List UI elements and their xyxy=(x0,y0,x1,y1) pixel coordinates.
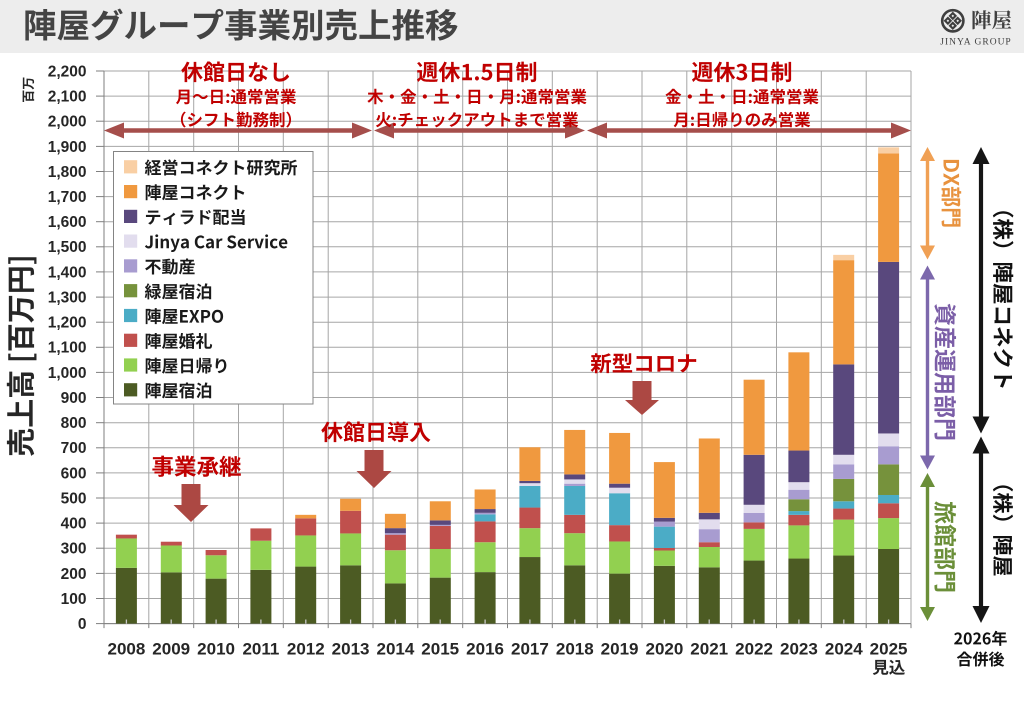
svg-text:500: 500 xyxy=(61,490,87,507)
svg-text:1,500: 1,500 xyxy=(48,239,87,256)
svg-text:200: 200 xyxy=(61,566,87,583)
svg-text:2020: 2020 xyxy=(645,640,683,659)
svg-text:2022: 2022 xyxy=(735,640,773,659)
svg-text:100: 100 xyxy=(61,591,87,608)
svg-text:2023: 2023 xyxy=(780,640,818,659)
svg-text:800: 800 xyxy=(61,415,87,432)
svg-text:JINYA GROUP: JINYA GROUP xyxy=(940,38,1011,48)
svg-text:900: 900 xyxy=(61,390,87,407)
svg-text:1,400: 1,400 xyxy=(48,264,87,281)
svg-text:0: 0 xyxy=(78,616,87,633)
svg-text:2024: 2024 xyxy=(825,640,863,659)
svg-text:1,900: 1,900 xyxy=(48,139,87,156)
svg-text:700: 700 xyxy=(61,440,87,457)
svg-text:1,700: 1,700 xyxy=(48,189,87,206)
svg-text:2016: 2016 xyxy=(466,640,504,659)
svg-text:2013: 2013 xyxy=(332,640,370,659)
svg-text:600: 600 xyxy=(61,465,87,482)
svg-text:2011: 2011 xyxy=(242,640,279,659)
svg-text:2018: 2018 xyxy=(556,640,594,659)
svg-text:2015: 2015 xyxy=(421,640,459,659)
svg-text:2,000: 2,000 xyxy=(48,114,87,131)
svg-text:2009: 2009 xyxy=(152,640,190,659)
svg-text:2021: 2021 xyxy=(690,640,728,659)
svg-text:400: 400 xyxy=(61,516,87,533)
svg-text:1,600: 1,600 xyxy=(48,214,87,231)
svg-text:2008: 2008 xyxy=(107,640,145,659)
svg-text:1,100: 1,100 xyxy=(48,340,87,357)
svg-text:1,200: 1,200 xyxy=(48,315,87,332)
svg-text:2,200: 2,200 xyxy=(48,63,87,80)
svg-text:2017: 2017 xyxy=(511,640,549,659)
svg-text:300: 300 xyxy=(61,541,87,558)
svg-text:2019: 2019 xyxy=(601,640,639,659)
svg-text:2,100: 2,100 xyxy=(48,89,87,106)
svg-text:2014: 2014 xyxy=(376,640,414,659)
svg-text:1,300: 1,300 xyxy=(48,290,87,307)
svg-text:2010: 2010 xyxy=(197,640,235,659)
svg-text:1,800: 1,800 xyxy=(48,164,87,181)
svg-text:2025: 2025 xyxy=(870,640,908,659)
svg-text:1,000: 1,000 xyxy=(48,365,87,382)
svg-text:2012: 2012 xyxy=(287,640,325,659)
